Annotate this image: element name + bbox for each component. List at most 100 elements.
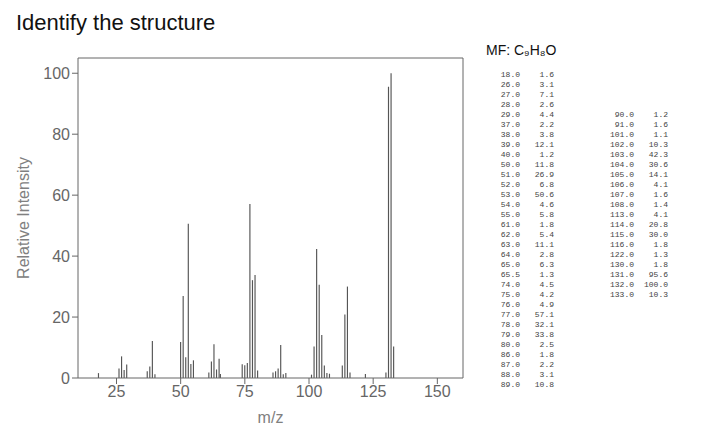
html-text:63.0: 63.0 [500, 240, 520, 249]
html-text:88.0: 88.0 [500, 370, 520, 379]
html-text:104.0: 104.0 [610, 160, 634, 169]
html-text:1.4: 1.4 [653, 200, 668, 209]
html-text:11.1: 11.1 [534, 240, 554, 249]
html-text:10.8: 10.8 [534, 380, 554, 389]
html-text:108.0: 108.0 [610, 200, 634, 209]
html-text:4.9: 4.9 [539, 300, 554, 309]
html-text:MF: C₉H₈O: MF: C₉H₈O [486, 42, 557, 58]
html-text:6.3: 6.3 [539, 260, 554, 269]
html-text:4.1: 4.1 [653, 180, 668, 189]
html-text:80.0: 80.0 [500, 340, 520, 349]
html-text:75.0: 75.0 [500, 290, 520, 299]
html-text:65.0: 65.0 [500, 260, 520, 269]
html-text:57.1: 57.1 [534, 310, 554, 319]
html-text:7.1: 7.1 [539, 90, 554, 99]
html-text:1.1: 1.1 [653, 130, 668, 139]
html-text:50.6: 50.6 [534, 190, 554, 199]
svg-text:100: 100 [296, 383, 323, 400]
html-text:38.0: 38.0 [500, 130, 520, 139]
html-text:32.1: 32.1 [534, 320, 554, 329]
html-text:2.8: 2.8 [539, 250, 554, 259]
html-text:61.0: 61.0 [500, 220, 520, 229]
html-text:12.1: 12.1 [534, 140, 554, 149]
html-text:11.8: 11.8 [534, 160, 554, 169]
html-text:106.0: 106.0 [610, 180, 634, 189]
html-text:5.8: 5.8 [539, 210, 554, 219]
svg-text:Relative Intensity: Relative Intensity [15, 157, 32, 279]
html-text:40.0: 40.0 [500, 150, 520, 159]
svg-text:25: 25 [108, 383, 126, 400]
html-text:4.5: 4.5 [539, 280, 554, 289]
html-text:1.8: 1.8 [539, 350, 554, 359]
html-text:1.8: 1.8 [539, 220, 554, 229]
html-text:1.6: 1.6 [653, 120, 668, 129]
html-text:3.1: 3.1 [539, 370, 554, 379]
html-text:4.2: 4.2 [539, 290, 554, 299]
html-text:78.0: 78.0 [500, 320, 520, 329]
html-text:10.3: 10.3 [648, 140, 668, 149]
html-text:26.0: 26.0 [500, 80, 520, 89]
html-text:50.0: 50.0 [500, 160, 520, 169]
html-text:42.3: 42.3 [648, 150, 668, 159]
svg-text:m/z: m/z [258, 409, 284, 426]
html-text:101.0: 101.0 [610, 130, 634, 139]
html-text:89.0: 89.0 [500, 380, 520, 389]
html-text:1.6: 1.6 [653, 190, 668, 199]
html-text:1.2: 1.2 [539, 150, 554, 159]
html-text:102.0: 102.0 [610, 140, 634, 149]
html-text:18.0: 18.0 [500, 70, 520, 79]
html-text:52.0: 52.0 [500, 180, 520, 189]
html-text:1.2: 1.2 [653, 110, 668, 119]
html-text:4.4: 4.4 [539, 110, 554, 119]
html-text:90.0: 90.0 [614, 110, 634, 119]
html-text:26.9: 26.9 [534, 170, 554, 179]
svg-text:0: 0 [61, 370, 70, 387]
svg-text:100: 100 [43, 65, 70, 82]
html-text:107.0: 107.0 [610, 190, 634, 199]
html-text:37.0: 37.0 [500, 120, 520, 129]
html-text:74.0: 74.0 [500, 280, 520, 289]
html-text:28.0: 28.0 [500, 100, 520, 109]
svg-text:60: 60 [52, 187, 70, 204]
html-text:91.0: 91.0 [614, 120, 634, 129]
html-text:27.0: 27.0 [500, 90, 520, 99]
html-text:2.5: 2.5 [539, 340, 554, 349]
svg-text:50: 50 [172, 383, 190, 400]
html-text:3.1: 3.1 [539, 80, 554, 89]
html-text:39.0: 39.0 [500, 140, 520, 149]
html-text:54.0: 54.0 [500, 200, 520, 209]
svg-text:125: 125 [360, 383, 387, 400]
html-text:5.4: 5.4 [539, 230, 554, 239]
html-text:87.0: 87.0 [500, 360, 520, 369]
html-text:105.0: 105.0 [610, 170, 634, 179]
html-text:4.6: 4.6 [539, 200, 554, 209]
html-text:76.0: 76.0 [500, 300, 520, 309]
html-text:53.0: 53.0 [500, 190, 520, 199]
html-text:55.0: 55.0 [500, 210, 520, 219]
html-text:6.8: 6.8 [539, 180, 554, 189]
svg-text:40: 40 [52, 248, 70, 265]
html-text:77.0: 77.0 [500, 310, 520, 319]
html-text:1.6: 1.6 [539, 70, 554, 79]
html-text:62.0: 62.0 [500, 230, 520, 239]
html-text:29.0: 29.0 [500, 110, 520, 119]
html-text:51.0: 51.0 [500, 170, 520, 179]
html-text:65.5: 65.5 [500, 270, 520, 279]
html-text:2.2: 2.2 [539, 360, 554, 369]
html-text:Identify the structure: Identify the structure [16, 10, 216, 35]
html-text:79.0: 79.0 [500, 330, 520, 339]
html-text:2.6: 2.6 [539, 100, 554, 109]
svg-text:150: 150 [424, 383, 451, 400]
html-text:33.8: 33.8 [534, 330, 554, 339]
html-text:30.6: 30.6 [648, 160, 668, 169]
svg-text:75: 75 [236, 383, 254, 400]
svg-text:20: 20 [52, 309, 70, 326]
html-text:103.0: 103.0 [610, 150, 634, 159]
html-text:1.3: 1.3 [539, 270, 554, 279]
html-text:14.1: 14.1 [648, 170, 668, 179]
svg-text:80: 80 [52, 126, 70, 143]
html-text:64.0: 64.0 [500, 250, 520, 259]
html-text:2.2: 2.2 [539, 120, 554, 129]
html-text:86.0: 86.0 [500, 350, 520, 359]
html-text:3.8: 3.8 [539, 130, 554, 139]
